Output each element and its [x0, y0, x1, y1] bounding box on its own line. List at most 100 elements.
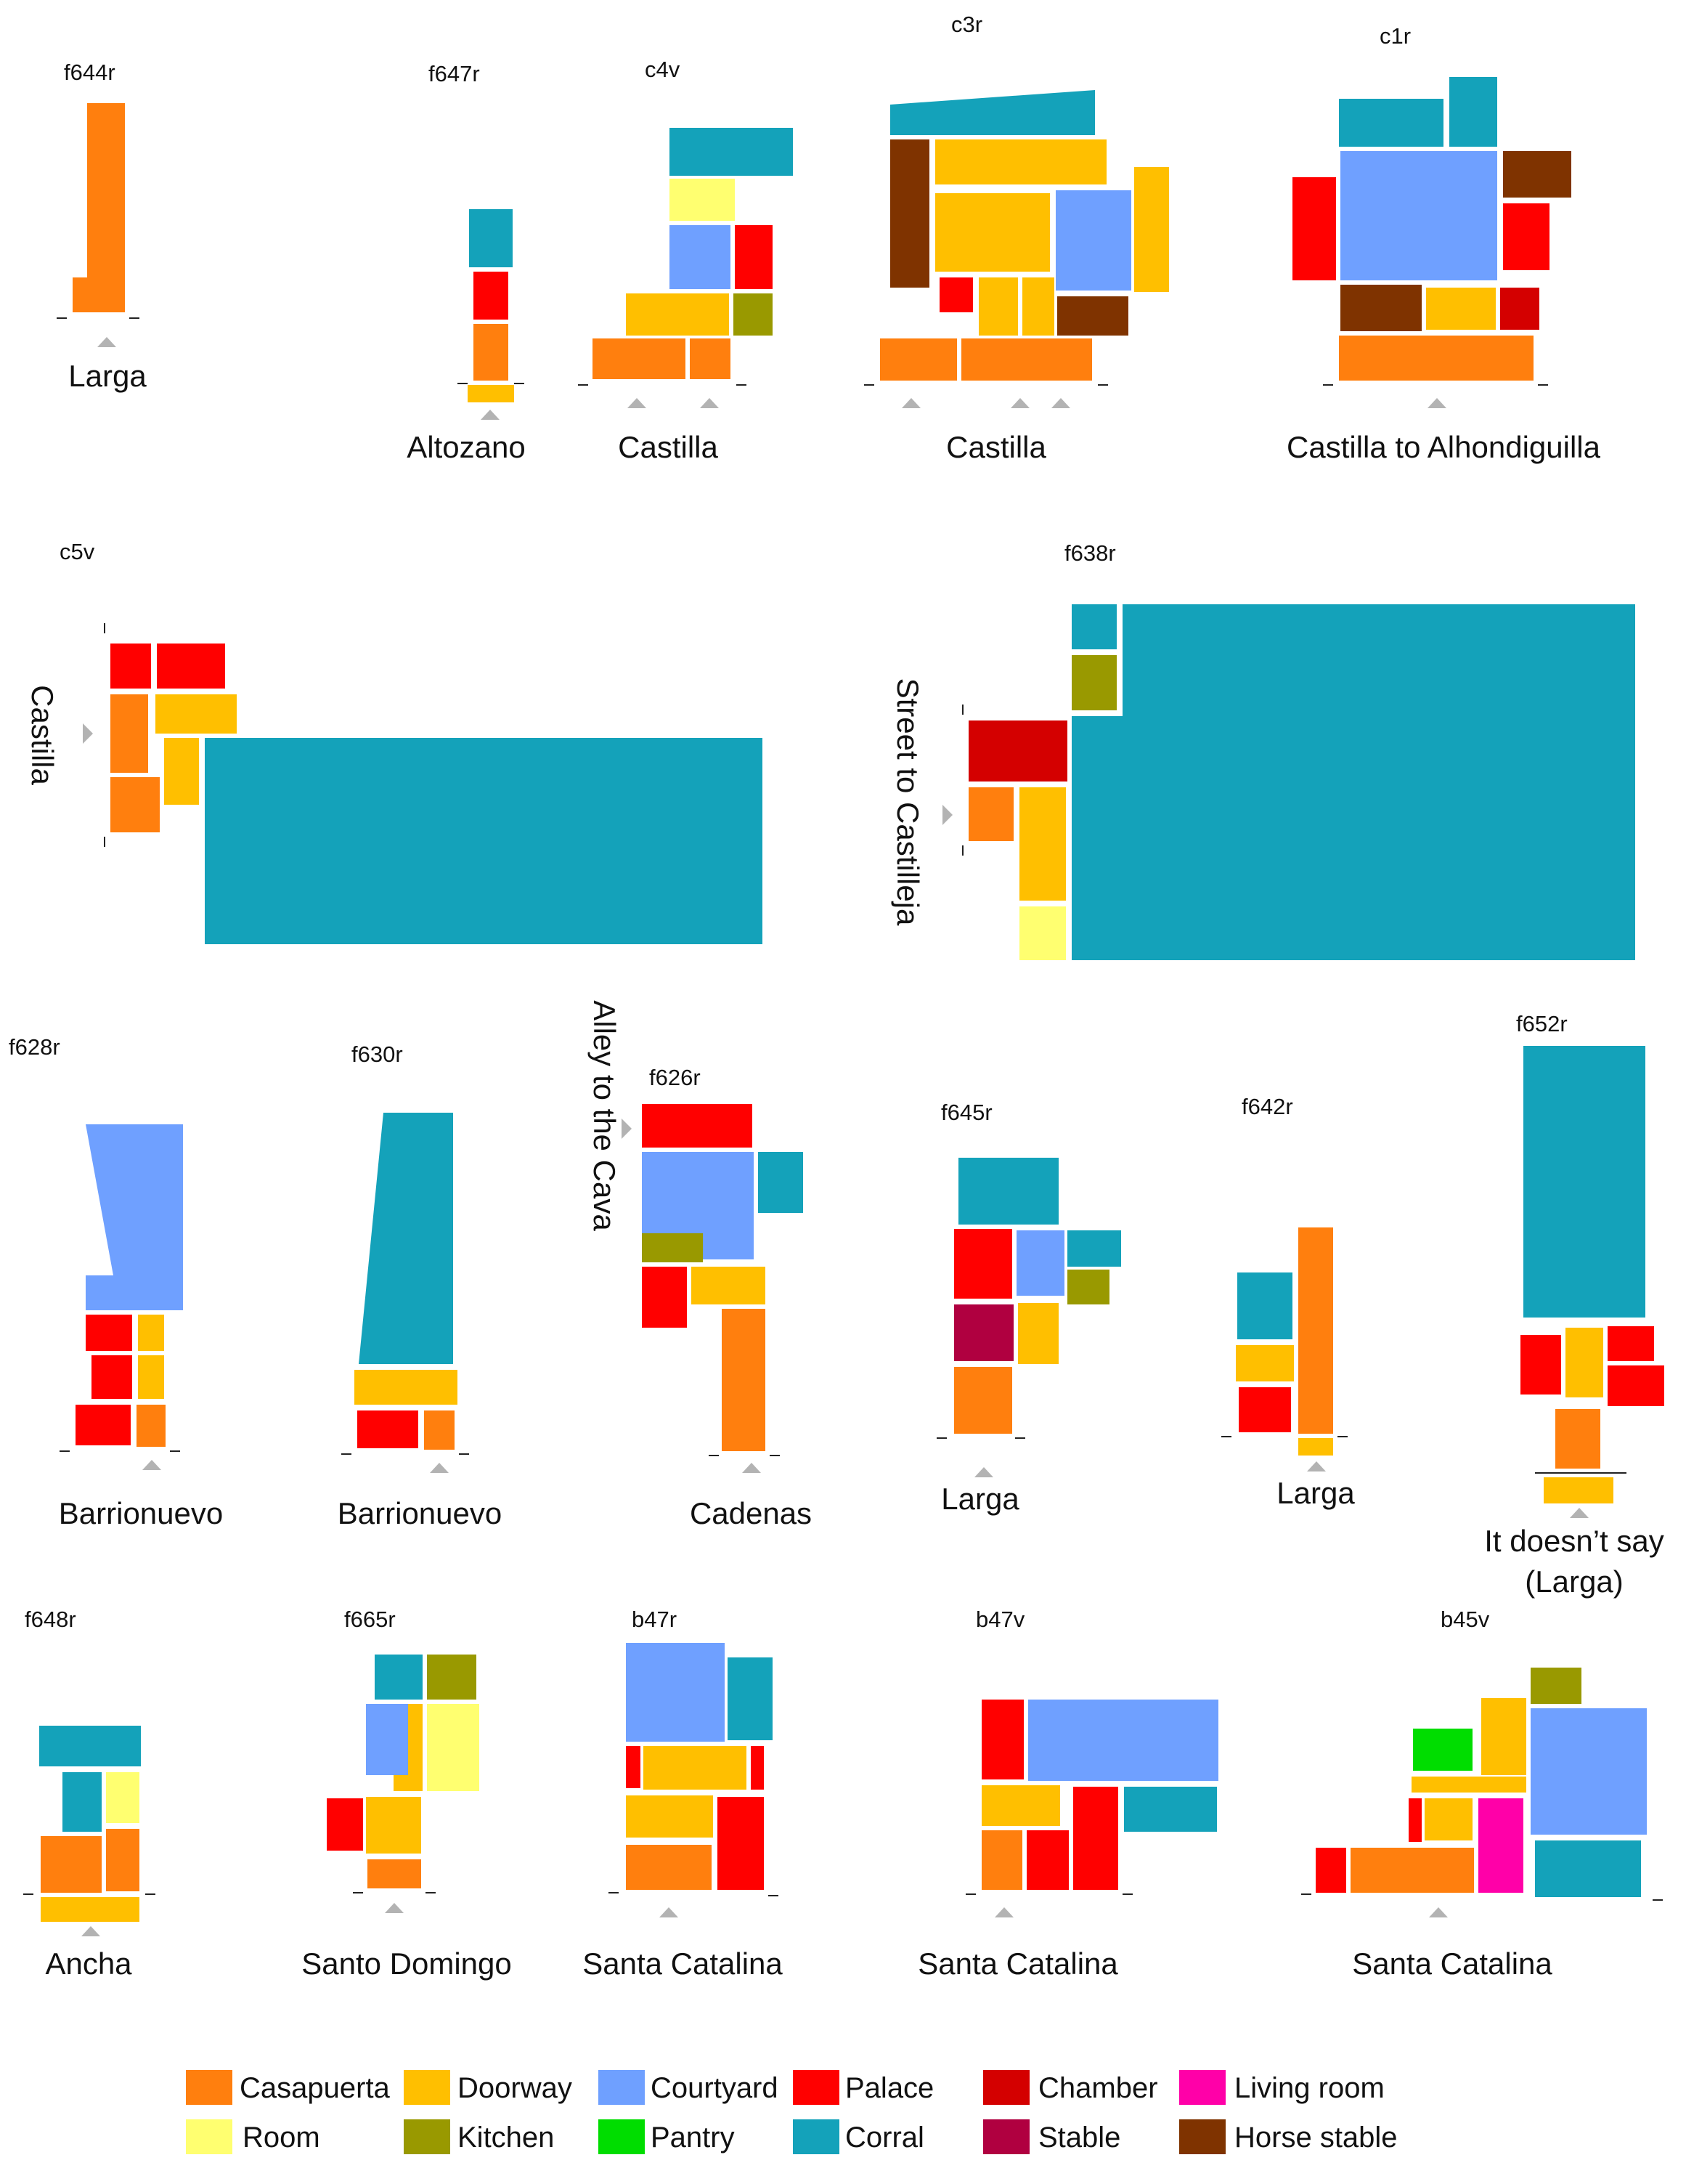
plan-code: f644r: [64, 60, 115, 85]
corral-room: [1237, 1272, 1292, 1339]
casapuerta-room: [626, 1845, 712, 1890]
palace-room: [1608, 1365, 1664, 1406]
palace-room: [1608, 1326, 1654, 1361]
street-name: Larga: [1276, 1476, 1355, 1510]
room: [106, 1772, 139, 1823]
doorway-room: [164, 738, 199, 805]
palace-room: [157, 644, 225, 689]
plan-code: c5v: [60, 539, 95, 564]
street-name: Street to Castilleja: [891, 678, 925, 926]
casapuerta-room: [367, 1859, 421, 1888]
kitchen-room: [642, 1233, 703, 1262]
plan-b47r: b47r Santa Catalina: [582, 1607, 783, 1981]
plan-f648r: f648r Ancha: [23, 1607, 155, 1981]
legend-item-kitchen: Kitchen: [404, 2119, 554, 2154]
corral-room: [1072, 604, 1117, 649]
entrance-arrow: [1307, 1461, 1326, 1471]
street-name: Santa Catalina: [918, 1946, 1118, 1981]
legend-item-corral: Corral: [793, 2119, 924, 2154]
entrance-arrow: [1011, 398, 1030, 408]
chamber-room: [1500, 288, 1539, 330]
corral-room: [359, 1113, 453, 1364]
entrance-arrow: [622, 1119, 632, 1139]
corral-room: [39, 1726, 141, 1766]
corral-room: [205, 738, 762, 944]
casapuerta-room: [1351, 1848, 1474, 1893]
courtyard-room: [1056, 190, 1131, 291]
legend-label: Horse stable: [1234, 2122, 1398, 2153]
palace-room: [91, 1355, 132, 1399]
entrance-arrow: [1429, 1907, 1448, 1917]
palace-room: [626, 1746, 640, 1788]
street-name: Santa Catalina: [582, 1946, 783, 1981]
entrance-arrow: [481, 410, 500, 420]
entrance-arrow: [142, 1460, 161, 1470]
legend-label: Casapuerta: [240, 2072, 391, 2104]
street-name: It doesn’t say: [1484, 1524, 1663, 1558]
plan-code: f630r: [351, 1042, 403, 1067]
plan-c5v: c5v Castilla: [25, 539, 762, 944]
casapuerta-room: [954, 1367, 1012, 1434]
corral-room: [758, 1152, 803, 1213]
casapuerta-room: [722, 1309, 765, 1451]
legend-label: Courtyard: [651, 2072, 778, 2104]
courtyard-room: [366, 1704, 408, 1775]
corral-room: [1124, 1787, 1217, 1832]
legend-swatch: [1179, 2070, 1226, 2105]
entrance-arrow: [97, 337, 116, 347]
entrance-arrow: [385, 1903, 404, 1913]
plan-code: f645r: [941, 1100, 993, 1125]
doorway-room: [138, 1355, 164, 1399]
entrance-arrow: [974, 1467, 993, 1477]
corral-room: [958, 1158, 1059, 1225]
doorway-room: [691, 1267, 765, 1304]
doorway-room: [1022, 277, 1054, 336]
courtyard-room: [1340, 151, 1497, 280]
casapuerta-room: [110, 777, 160, 832]
street-name: Larga: [68, 359, 147, 393]
palace-room: [1073, 1787, 1118, 1890]
legend-swatch: [404, 2070, 450, 2105]
street-name: Castilla: [946, 430, 1046, 464]
corral-room: [1339, 99, 1443, 147]
corral-room: [1067, 1230, 1121, 1267]
corral-room: [728, 1657, 773, 1740]
palace-room: [1292, 177, 1336, 280]
palace-room: [1520, 1335, 1561, 1395]
legend-label: Stable: [1038, 2122, 1120, 2153]
casapuerta-room: [424, 1410, 455, 1450]
palace-room: [76, 1405, 131, 1445]
plan-f638r: f638r Street to Castilleja: [891, 540, 1635, 960]
plan-code: b45v: [1441, 1607, 1490, 1632]
palace-room: [954, 1229, 1012, 1299]
legend-swatch: [598, 2070, 645, 2105]
legend-swatch: [598, 2119, 645, 2154]
street-name: Castilla: [618, 430, 718, 464]
room: [427, 1704, 479, 1791]
plan-code: f648r: [25, 1607, 76, 1632]
legend-item-room: Room: [186, 2119, 320, 2154]
plan-b47v: b47v Santa Catalina: [918, 1607, 1218, 1981]
street-name: Cadenas: [690, 1496, 812, 1530]
casapuerta-room: [1339, 336, 1534, 381]
legend-swatch: [793, 2119, 839, 2154]
plan-f644r: f644r Larga: [57, 60, 147, 393]
doorway-room: [1425, 1798, 1473, 1840]
legend-label: Palace: [845, 2072, 934, 2104]
plan-code: b47r: [632, 1607, 677, 1632]
legend-item-living-room: Living room: [1179, 2070, 1385, 2105]
corral-room: [1523, 1046, 1645, 1318]
casapuerta-room: [969, 787, 1014, 841]
courtyard-room: [86, 1124, 183, 1310]
doorway-room: [1236, 1345, 1294, 1381]
legend-item-casapuerta: Casapuerta: [186, 2070, 391, 2105]
horse-stable-room: [1057, 296, 1128, 336]
legend-item-chamber: Chamber: [983, 2070, 1158, 2105]
street-name: Altozano: [407, 430, 525, 464]
entrance-arrow: [1428, 398, 1446, 408]
street-name: Castilla: [25, 685, 60, 785]
courtyard-room: [1017, 1230, 1064, 1296]
plan-code: f638r: [1064, 540, 1116, 566]
courtyard-room: [1028, 1700, 1218, 1781]
legend-swatch: [983, 2070, 1030, 2105]
